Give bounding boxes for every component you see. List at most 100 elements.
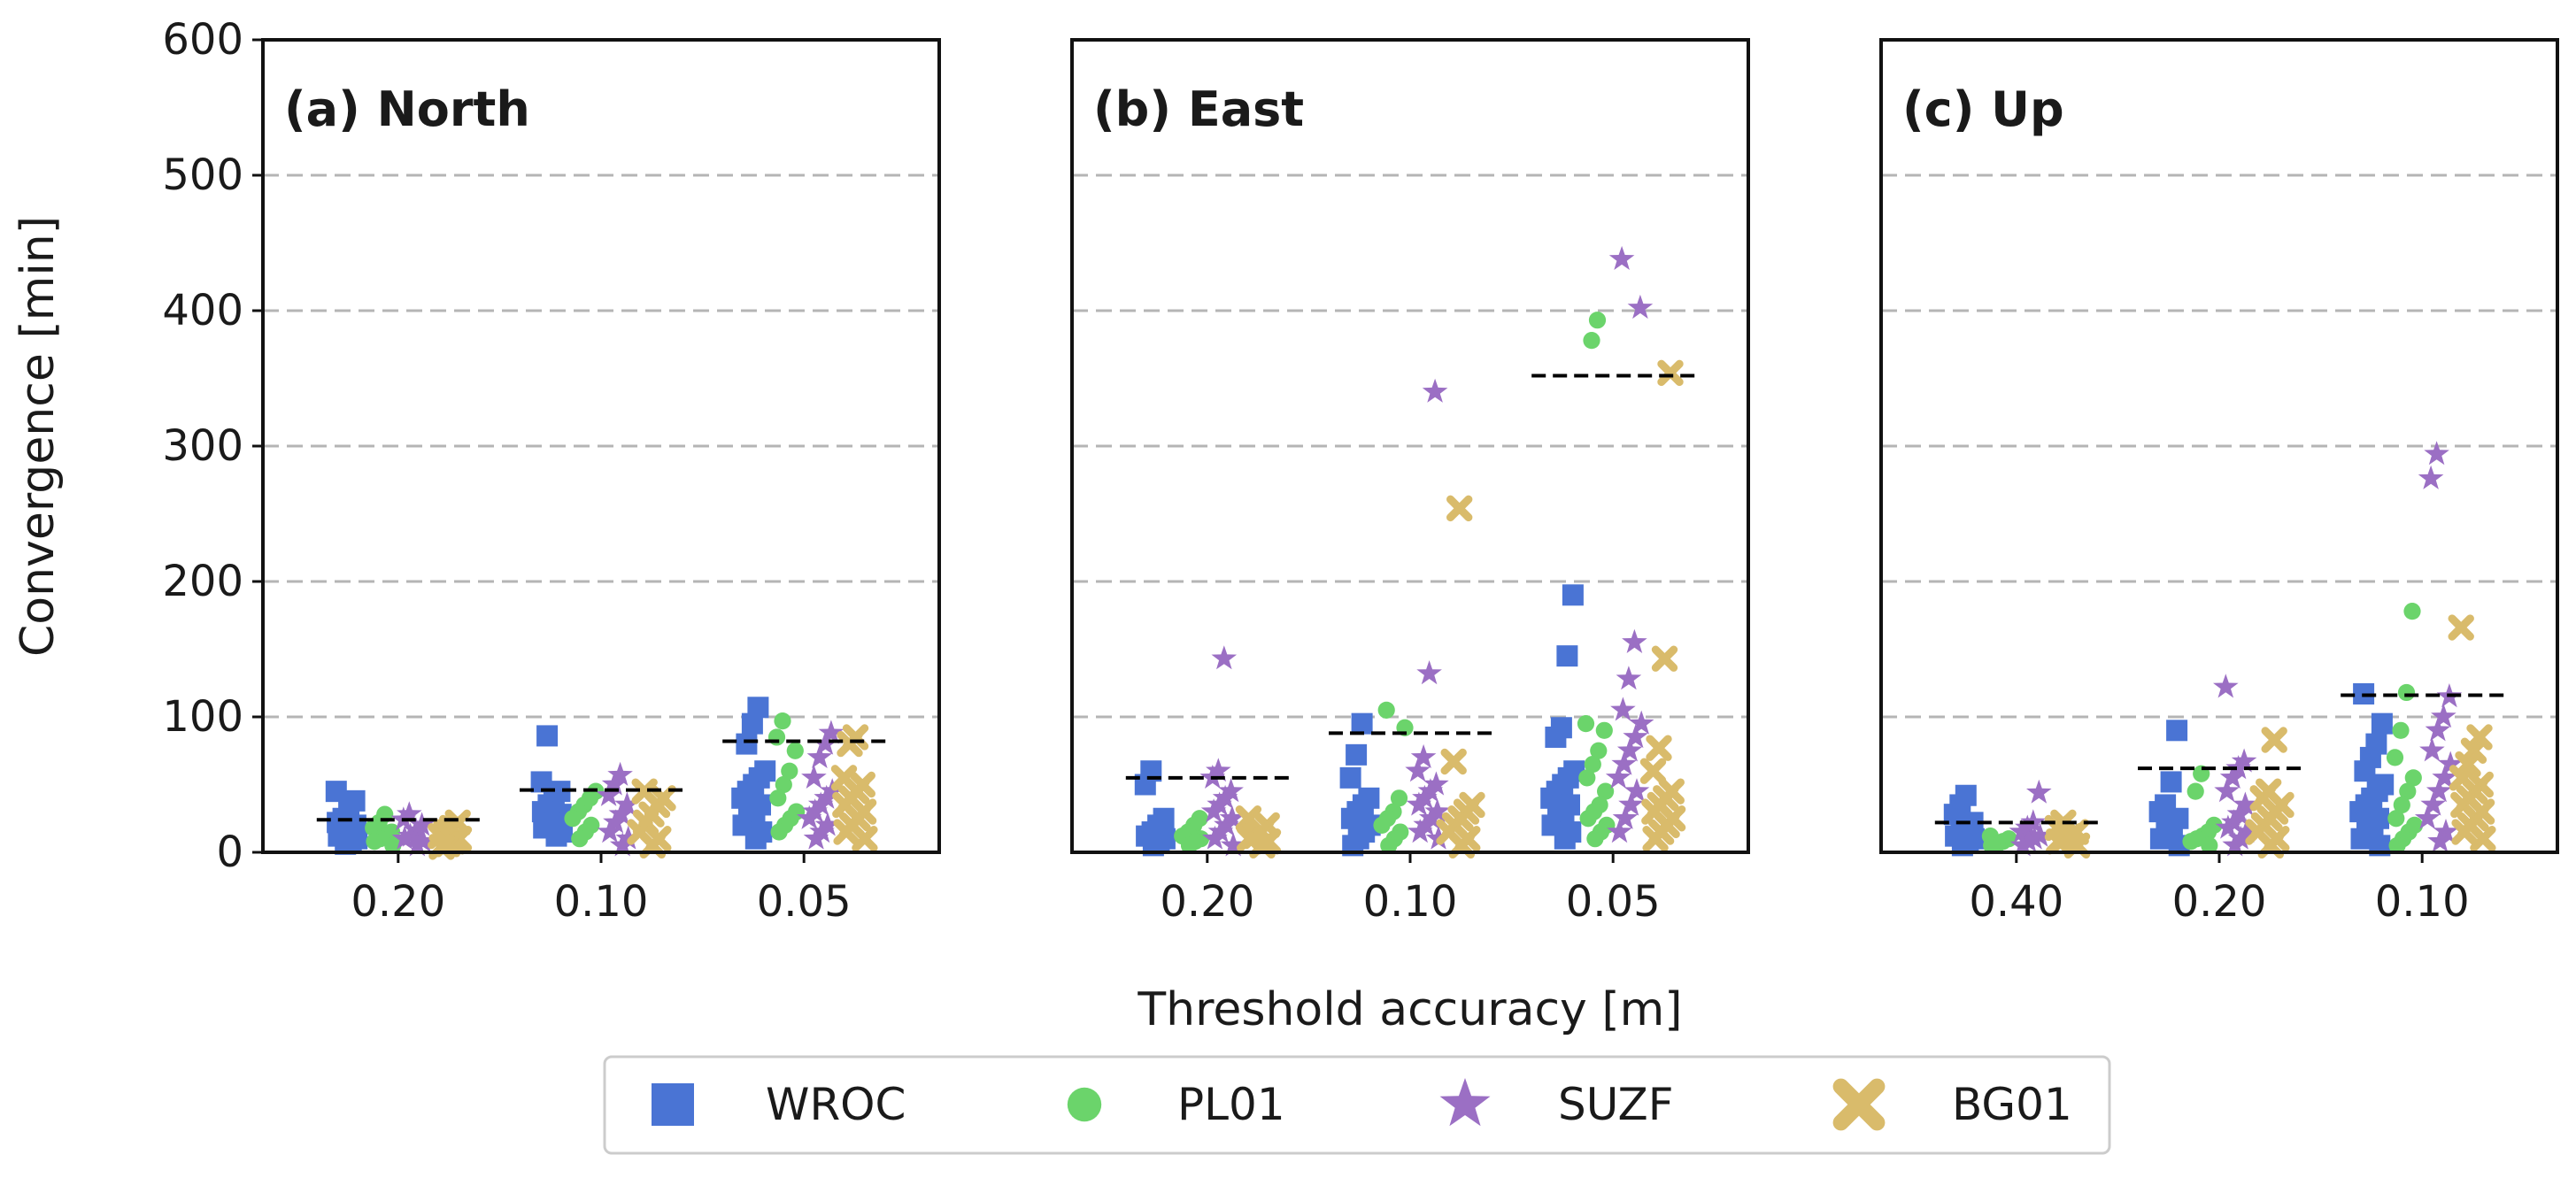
y-tick-label: 100 — [162, 692, 243, 742]
gridlines — [1072, 173, 1748, 719]
legend-item-wroc: WROC — [652, 1079, 906, 1130]
point-suzf — [397, 801, 422, 826]
point-pl01 — [1180, 836, 1199, 854]
point-wroc — [536, 725, 559, 747]
point-suzf — [1410, 743, 1437, 768]
point-pl01 — [384, 836, 402, 854]
point-pl01 — [1579, 810, 1597, 828]
point-suzf — [2419, 737, 2445, 762]
point-bg01 — [837, 730, 863, 758]
point-pl01 — [1983, 836, 2001, 854]
data-points — [1134, 245, 1686, 859]
x-axis-ticks: 0.20 0.10 0.05 — [1160, 852, 1661, 927]
data-points — [325, 697, 878, 860]
panel-east: 0.20 0.10 0.05 (b) East — [1070, 38, 1750, 927]
y-tick-label: 300 — [162, 421, 243, 471]
point-suzf — [2226, 801, 2253, 826]
point-suzf — [818, 720, 845, 744]
point-suzf — [2414, 805, 2441, 829]
point-pl01 — [1380, 836, 1398, 854]
point-pl01 — [770, 823, 788, 841]
point-bg01 — [2261, 727, 2287, 753]
point-bg01 — [2451, 819, 2478, 845]
point-pl01 — [775, 775, 792, 794]
point-pl01 — [1577, 715, 1595, 733]
point-suzf — [1612, 805, 1639, 829]
point-pl01 — [767, 728, 786, 746]
point-suzf — [2219, 764, 2246, 789]
point-suzf — [1418, 805, 1445, 829]
point-pl01 — [2388, 836, 2406, 854]
point-bg01 — [1646, 735, 1672, 761]
point-suzf — [1214, 812, 1239, 836]
point-pl01 — [2403, 603, 2421, 620]
point-suzf — [2213, 674, 2239, 698]
point-wroc — [1351, 712, 1373, 735]
point-pl01 — [366, 833, 383, 851]
point-bg01 — [1651, 645, 1678, 672]
point-wroc — [2160, 771, 2182, 793]
legend-frame — [603, 1055, 2111, 1155]
point-wroc — [1339, 766, 1361, 789]
point-wroc — [1556, 645, 1578, 667]
point-suzf — [1202, 825, 1228, 850]
point-suzf — [596, 781, 621, 806]
point-wroc — [744, 828, 767, 850]
point-suzf — [2433, 819, 2459, 843]
point-wroc — [736, 733, 758, 755]
point-bg01 — [2448, 614, 2474, 641]
point-suzf — [1206, 758, 1231, 782]
point-bg01 — [1642, 826, 1669, 852]
panel-north: 0.20 0.10 0.05 (a) North — [261, 38, 941, 927]
point-suzf — [2231, 748, 2257, 773]
point-suzf — [2016, 828, 2041, 852]
point-bg01 — [833, 819, 860, 845]
point-pl01 — [2201, 836, 2218, 854]
point-suzf — [2222, 832, 2248, 857]
x-tick-label: 0.20 — [1160, 877, 1254, 927]
point-suzf — [608, 801, 635, 826]
point-suzf — [1207, 819, 1234, 843]
point-wroc — [545, 825, 567, 847]
point-suzf — [601, 771, 628, 796]
point-suzf — [1608, 245, 1635, 270]
point-suzf — [2221, 809, 2247, 834]
point-suzf — [2432, 764, 2457, 789]
point-suzf — [1607, 819, 1632, 843]
legend-item-pl01: PL01 — [1067, 1079, 1285, 1130]
point-suzf — [1413, 812, 1438, 836]
point-suzf — [803, 825, 829, 850]
panel-up: 0.40 0.20 0.10 (c) Up — [1879, 38, 2559, 927]
point-suzf — [614, 791, 640, 816]
point-pl01 — [2187, 782, 2204, 800]
panel-title: (a) North — [284, 81, 530, 137]
x-axis-title: Threshold accuracy [m] — [1137, 983, 1682, 1036]
point-suzf — [1406, 791, 1432, 816]
point-pl01 — [2392, 721, 2410, 739]
point-suzf — [1211, 645, 1238, 670]
legend-label: PL01 — [1177, 1079, 1285, 1130]
point-suzf — [597, 819, 623, 843]
point-suzf — [1212, 784, 1238, 809]
legend-item-suzf: SUZF — [1439, 1078, 1673, 1130]
x-tick-label: 0.10 — [1363, 877, 1458, 927]
point-pl01 — [1584, 755, 1601, 774]
x-axis-ticks: 0.20 0.10 0.05 — [351, 852, 852, 927]
point-pl01 — [781, 762, 798, 780]
point-suzf — [1623, 778, 1650, 803]
point-suzf — [609, 832, 636, 857]
point-suzf — [1618, 791, 1644, 816]
point-suzf — [2009, 819, 2035, 843]
x-tick-label: 0.20 — [2172, 877, 2267, 927]
legend-label: BG01 — [1952, 1079, 2072, 1130]
point-suzf — [603, 809, 629, 834]
panels-layer: 0.20 0.10 0.05 (a) North 0.20 0.10 0.05 (b) Eas… — [162, 15, 2559, 927]
point-bg01 — [1446, 495, 1473, 522]
point-wroc — [2149, 828, 2171, 850]
point-suzf — [615, 825, 641, 850]
y-tick-label: 400 — [162, 286, 243, 335]
point-suzf — [2427, 828, 2453, 852]
point-suzf — [2437, 751, 2464, 775]
x-tick-label: 0.05 — [1566, 877, 1661, 927]
point-suzf — [809, 819, 835, 843]
